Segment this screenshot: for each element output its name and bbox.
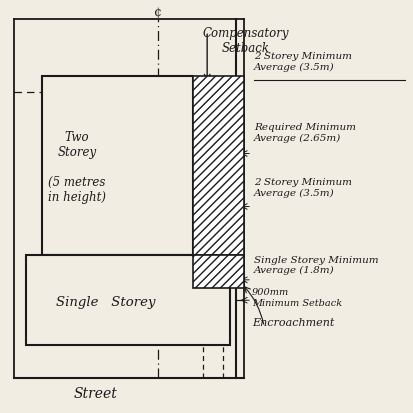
Bar: [193, 255, 244, 288]
Text: Single   Storey: Single Storey: [55, 296, 155, 309]
Text: Compensatory
Setback: Compensatory Setback: [203, 28, 289, 55]
Text: Encroachment: Encroachment: [252, 318, 335, 328]
Bar: [193, 76, 244, 255]
Bar: [42, 76, 193, 255]
Text: Single Storey Minimum
Average (1.8m): Single Storey Minimum Average (1.8m): [254, 256, 379, 275]
Text: ¢: ¢: [154, 7, 162, 19]
Text: Street: Street: [73, 387, 117, 401]
Text: Required Minimum
Average (2.65m): Required Minimum Average (2.65m): [254, 123, 356, 143]
Text: 2 Storey Minimum
Average (3.5m): 2 Storey Minimum Average (3.5m): [254, 178, 352, 198]
Text: 900mm
Minimum Setback: 900mm Minimum Setback: [252, 289, 342, 308]
Text: 2 Storey Minimum
Average (3.5m): 2 Storey Minimum Average (3.5m): [254, 52, 352, 71]
Text: Two
Storey

(5 metres
in height): Two Storey (5 metres in height): [48, 131, 106, 204]
Bar: [26, 255, 230, 345]
